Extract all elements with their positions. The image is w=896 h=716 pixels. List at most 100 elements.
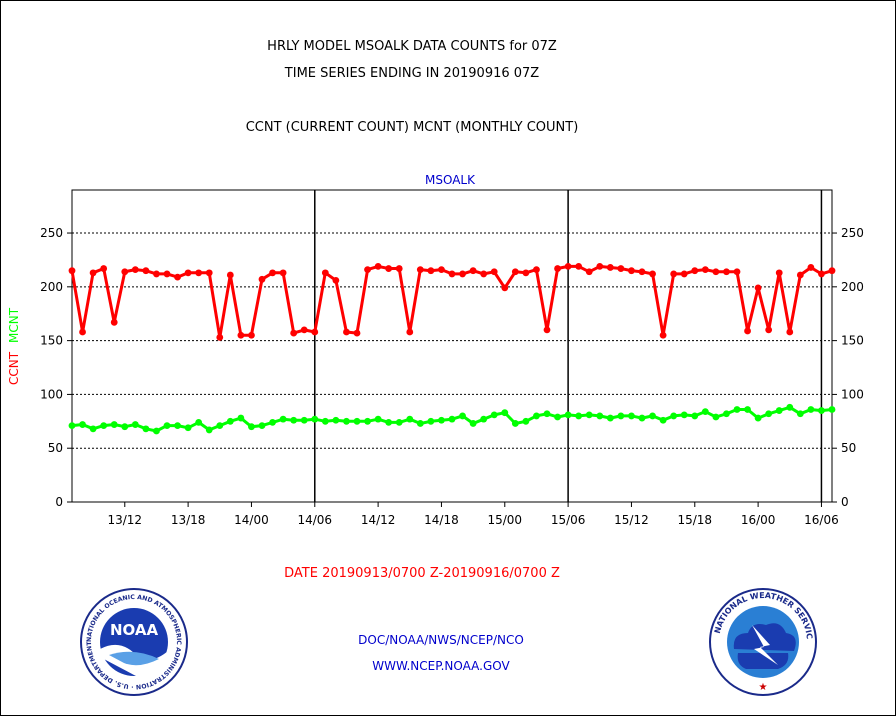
data-point-mcnt [121,423,129,431]
data-point-mcnt [248,423,255,431]
data-point-ccnt [131,266,139,274]
data-point-ccnt [659,331,667,339]
y-tick-label-right: 150 [841,334,864,348]
data-point-mcnt [406,415,414,423]
data-point-mcnt [617,412,625,420]
data-point-mcnt [733,406,741,413]
data-point-ccnt [744,327,751,335]
data-point-mcnt [796,410,804,418]
y-axis-label-mcnt: MCNT [7,307,21,343]
data-point-mcnt [68,422,76,430]
data-point-mcnt [100,422,108,430]
data-point-ccnt [216,333,224,341]
data-point-ccnt [142,267,150,275]
data-point-ccnt [765,326,773,334]
data-point-mcnt [311,415,319,423]
x-tick-label: 15/06 [551,513,586,527]
data-point-mcnt [279,415,287,423]
data-point-ccnt [490,268,498,276]
data-point-ccnt [353,329,361,337]
data-point-ccnt [775,269,783,277]
x-tick-labels: 13/12 13/18 14/00 14/06 14/12 14/18 15/00 15/06… [107,513,838,527]
data-point-ccnt [585,268,593,276]
data-point-ccnt [290,329,298,337]
data-point-mcnt [89,425,97,433]
data-point-ccnt [153,270,160,278]
data-point-ccnt [701,266,709,274]
footer-org: DOC/NOAA/NWS/NCEP/NCO [358,633,524,647]
day-boundaries [314,190,823,502]
data-point-ccnt [564,262,572,270]
data-point-ccnt [248,331,255,339]
data-point-mcnt [712,413,720,421]
data-point-ccnt [121,268,129,276]
data-point-ccnt [511,268,519,276]
x-tick-label: 15/00 [487,513,522,527]
data-point-ccnt [68,267,76,275]
date-range: DATE 20190913/0700 Z-20190916/0700 Z [284,566,560,581]
data-point-ccnt [596,262,604,270]
data-point-mcnt [807,406,815,413]
data-point-mcnt [448,415,456,423]
data-point-mcnt [543,410,551,418]
data-point-mcnt [818,407,825,414]
data-point-ccnt [606,264,614,271]
data-point-mcnt [564,411,572,419]
data-point-mcnt [469,420,477,427]
data-point-ccnt [628,267,635,275]
data-point-ccnt [459,270,466,278]
data-point-ccnt [733,268,741,276]
data-point-mcnt [343,417,350,425]
data-point-ccnt [807,264,815,271]
data-point-ccnt [416,266,424,274]
svg-text:★: ★ [759,682,768,693]
data-point-ccnt [522,269,530,277]
x-tick-label: 13/12 [107,513,142,527]
data-point-mcnt [364,417,371,425]
data-point-ccnt [300,326,308,334]
data-point-ccnt [311,328,319,336]
data-point-ccnt [680,270,688,278]
y-tick-label-right: 50 [841,441,856,455]
data-point-ccnt [174,273,181,281]
data-point-mcnt [723,410,730,418]
data-point-ccnt [163,270,171,278]
chart-plot-title: MSOALK [425,173,476,187]
y-axis-label-ccnt: CCNT [7,351,21,385]
data-point-mcnt [786,403,794,411]
data-point-mcnt [680,411,688,419]
data-point-ccnt [554,265,561,272]
data-point-ccnt [617,265,625,272]
data-point-mcnt [258,422,266,430]
chart-title-line1: HRLY MODEL MSOALK DATA COUNTS for 07Z [267,39,557,54]
footer-url: WWW.NCEP.NOAA.GOV [372,659,510,673]
x-tick-label: 16/06 [804,513,839,527]
data-point-mcnt [416,420,424,427]
data-point-ccnt [796,271,804,279]
data-point-ccnt [448,270,456,278]
data-point-mcnt [395,418,403,426]
x-tick-label: 16/00 [741,513,776,527]
data-point-ccnt [723,268,730,276]
data-point-mcnt [174,422,181,430]
data-point-mcnt [237,414,245,422]
data-point-ccnt [89,269,97,277]
data-point-mcnt [142,425,150,433]
plot-area [71,189,833,503]
data-point-ccnt [269,269,276,277]
series-group [68,262,836,435]
data-point-ccnt [649,270,656,278]
data-point-ccnt [427,267,435,275]
data-point-mcnt [522,417,530,425]
y-tick-labels-left: 0 50 100 150 200 250 [40,226,63,509]
data-point-ccnt [258,275,266,283]
y-tick-label-left: 150 [40,334,63,348]
data-point-mcnt [480,415,488,423]
data-point-mcnt [701,408,709,416]
data-point-ccnt [385,265,393,272]
data-point-ccnt [754,284,762,292]
data-point-ccnt [533,266,540,274]
data-point-ccnt [364,266,371,274]
data-point-mcnt [533,412,540,420]
data-point-ccnt [543,326,551,334]
